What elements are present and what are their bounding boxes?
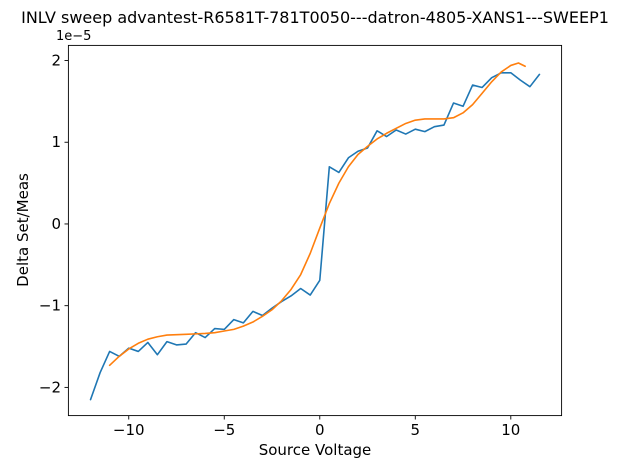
y-axis-label: Delta Set/Meas (14, 173, 32, 287)
x-tick-label: 10 (501, 421, 520, 439)
series-line-smoothed (108, 62, 526, 367)
x-tick-label: −5 (213, 421, 235, 439)
y-tick-label: 2 (51, 52, 61, 70)
x-tick-label: 0 (315, 421, 325, 439)
y-tick-label: 0 (51, 215, 61, 233)
x-tick-label: 5 (411, 421, 421, 439)
y-axis-offset-text: 1e−5 (56, 29, 92, 44)
x-axis-ticks: −10 −5 0 5 10 (113, 416, 520, 439)
chart-title: INLV sweep advantest-R6581T-781T0050---d… (21, 8, 609, 27)
x-tick-label: −10 (113, 421, 145, 439)
y-tick-label: 1 (51, 133, 61, 151)
y-axis-ticks: −2 −1 0 1 2 (39, 52, 68, 396)
y-tick-label: −1 (39, 297, 61, 315)
series-line-measured (89, 71, 541, 401)
y-tick-label: −2 (39, 378, 61, 396)
axes-frame (67, 44, 563, 417)
x-axis-label: Source Voltage (258, 441, 372, 459)
